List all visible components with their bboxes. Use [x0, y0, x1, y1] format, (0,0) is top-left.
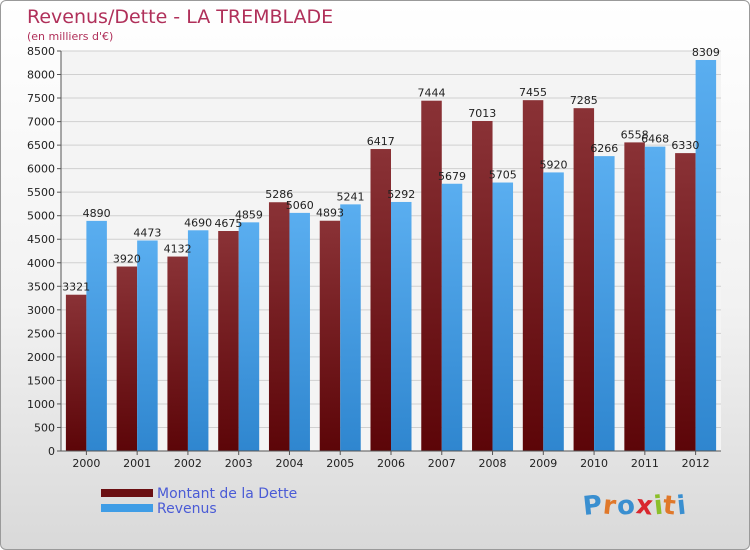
bar-revenue [86, 220, 107, 451]
value-label-debt: 6330 [671, 139, 699, 152]
y-tick-label: 500 [34, 421, 55, 434]
chart-subtitle: (en milliers d'€) [27, 30, 114, 43]
bar-debt [319, 220, 341, 451]
bar-revenue [289, 212, 310, 451]
chart-title: Revenus/Dette - LA TREMBLADE [27, 6, 334, 28]
bar-debt [624, 142, 645, 451]
y-tick-label: 3000 [27, 304, 55, 317]
bar-revenue [137, 240, 158, 451]
bar-revenue [187, 230, 209, 451]
bar-debt [65, 294, 87, 451]
legend-swatch-debt [101, 489, 153, 497]
value-label-debt: 4132 [164, 243, 192, 256]
x-tick-label: 2001 [123, 457, 151, 470]
y-tick-label: 6500 [27, 139, 55, 152]
value-label-debt: 7285 [570, 94, 598, 107]
y-tick-label: 5000 [27, 210, 55, 223]
legend: Montant de la Dette Revenus [101, 487, 297, 517]
legend-label-debt: Montant de la Dette [157, 486, 298, 502]
bar-debt [573, 108, 595, 452]
x-tick-label: 2011 [631, 457, 659, 470]
bar-debt [370, 149, 391, 451]
legend-swatch-revenue [101, 504, 153, 512]
bar-debt [116, 266, 138, 451]
y-tick-label: 1000 [27, 398, 55, 411]
y-tick-label: 6000 [27, 163, 55, 176]
value-label-revenue: 4690 [184, 216, 212, 229]
x-tick-label: 2008 [479, 457, 507, 470]
value-label-debt: 4675 [214, 217, 242, 230]
bar-revenue [340, 204, 361, 451]
bar-revenue [695, 59, 717, 452]
bar-revenue [543, 172, 564, 452]
value-label-debt: 7013 [468, 107, 496, 120]
bar-revenue [644, 146, 666, 451]
proxiti-logo: Proxiti [581, 490, 689, 522]
y-tick-label: 3500 [27, 280, 55, 293]
bar-revenue [492, 182, 514, 451]
bar-debt [218, 231, 239, 451]
x-tick-label: 2005 [326, 457, 354, 470]
logo-letter: i [675, 490, 689, 522]
legend-label-revenue: Revenus [157, 501, 217, 517]
value-label-revenue: 5679 [438, 170, 466, 183]
value-label-revenue: 4473 [133, 227, 161, 240]
value-label-revenue: 5241 [336, 190, 364, 203]
value-label-debt: 7455 [519, 86, 547, 99]
x-tick-label: 2010 [580, 457, 608, 470]
y-tick-label: 7000 [27, 116, 55, 129]
y-tick-label: 7500 [27, 92, 55, 105]
bar-debt [167, 256, 188, 451]
legend-item-debt: Montant de la Dette [101, 487, 297, 502]
legend-item-revenue: Revenus [101, 502, 297, 517]
bar-debt [675, 153, 696, 451]
x-tick-label: 2000 [72, 457, 100, 470]
bar-debt [421, 100, 442, 451]
value-label-revenue: 4859 [235, 208, 263, 221]
value-label-debt: 5286 [265, 188, 293, 201]
value-label-debt: 4893 [316, 207, 344, 220]
bar-debt [522, 100, 544, 452]
value-label-revenue: 5292 [387, 188, 415, 201]
x-tick-label: 2003 [225, 457, 253, 470]
bar-revenue [441, 183, 463, 452]
y-tick-label: 1500 [27, 374, 55, 387]
y-tick-label: 8500 [27, 45, 55, 58]
x-tick-label: 2004 [275, 457, 303, 470]
bar-revenue [391, 201, 412, 451]
value-label-revenue: 5060 [286, 199, 314, 212]
y-tick-label: 0 [48, 445, 55, 458]
x-tick-label: 2007 [428, 457, 456, 470]
value-label-debt: 6417 [367, 135, 395, 148]
y-tick-label: 4500 [27, 233, 55, 246]
y-tick-label: 5500 [27, 186, 55, 199]
value-label-revenue: 6266 [590, 142, 618, 155]
y-tick-label: 2500 [27, 327, 55, 340]
value-label-debt: 3321 [62, 281, 90, 294]
value-label-debt: 7444 [418, 87, 446, 100]
bar-revenue [238, 222, 260, 451]
x-tick-label: 2006 [377, 457, 405, 470]
y-tick-label: 4000 [27, 257, 55, 270]
value-label-revenue: 4890 [83, 207, 111, 220]
x-tick-label: 2009 [529, 457, 557, 470]
bar-debt [268, 202, 290, 451]
bar-debt [472, 120, 493, 451]
bar-revenue [594, 156, 615, 452]
value-label-revenue: 6468 [641, 133, 669, 146]
value-label-debt: 3920 [113, 253, 141, 266]
y-tick-label: 2000 [27, 351, 55, 364]
x-tick-label: 2002 [174, 457, 202, 470]
y-tick-label: 8000 [27, 69, 55, 82]
x-tick-label: 2012 [682, 457, 710, 470]
value-label-revenue: 5705 [489, 169, 517, 182]
value-label-debt: 6558 [621, 128, 649, 141]
value-label-revenue: 8309 [692, 46, 720, 59]
value-label-revenue: 5920 [540, 158, 568, 171]
